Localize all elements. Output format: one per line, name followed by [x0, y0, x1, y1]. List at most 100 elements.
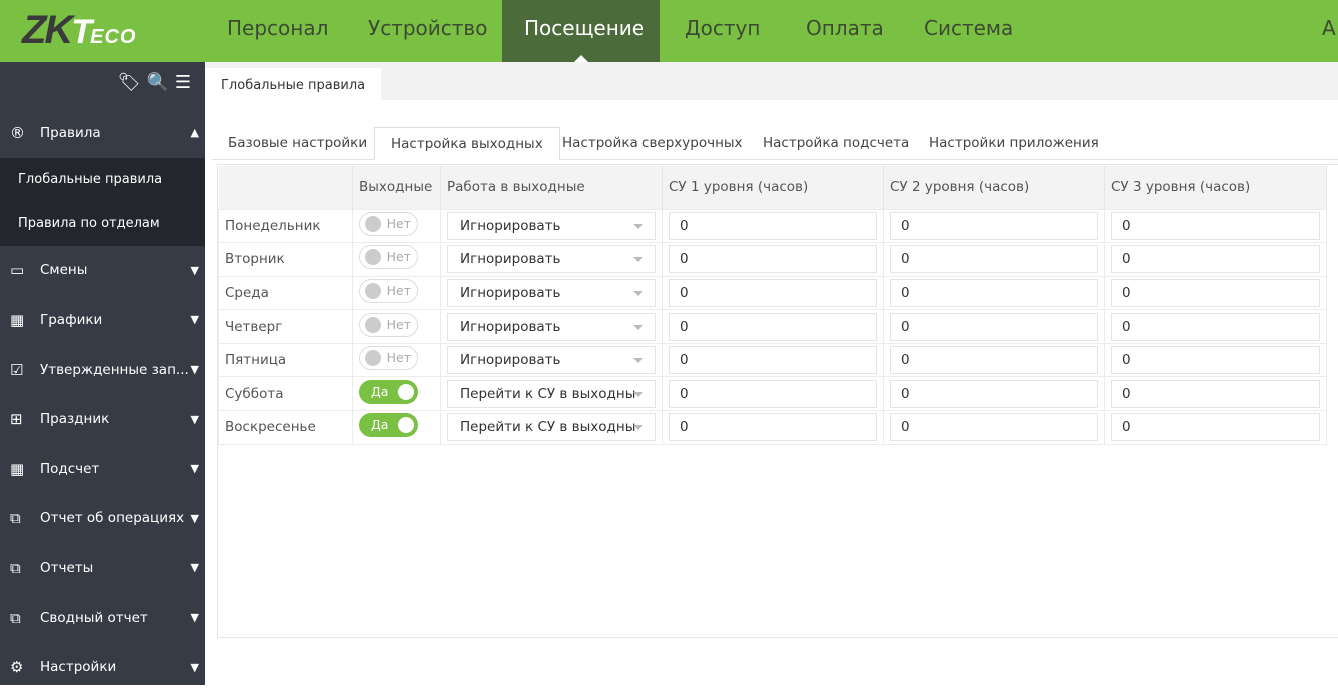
weekend-work-select[interactable]: Игнорировать	[447, 312, 656, 341]
nav-1[interactable]: Устройство	[368, 16, 488, 40]
sidebar-tools: 🏷🔍☰	[0, 62, 205, 108]
toggle-knob	[365, 249, 381, 266]
ot-level2-input[interactable]: 0	[890, 278, 1098, 307]
weekend-toggle[interactable]: Нет	[359, 312, 418, 337]
toggle-knob	[365, 282, 381, 299]
column-header: СУ 1 уровня (часов)	[662, 166, 884, 209]
sidebar-item[interactable]: ⧉ Отчет об операциях ▼	[0, 494, 205, 544]
sidebar-subitem-dept-rules[interactable]: Правила по отделам	[18, 215, 160, 231]
weekend-toggle[interactable]: Нет	[359, 211, 418, 236]
ot-level3-input[interactable]: 0	[1111, 245, 1320, 274]
ot-level2-input[interactable]: 0	[890, 379, 1098, 408]
ot-level2-input[interactable]: 0	[890, 312, 1098, 341]
sidebar-item[interactable]: ☑ Утвержденные зап... ▼	[0, 345, 205, 395]
weekend-work-select[interactable]: Игнорировать	[447, 211, 656, 240]
sidebar-item[interactable]: ⧉ Сводный отчет ▼	[0, 593, 205, 643]
day-name: Воскресенье	[218, 410, 353, 445]
ot-level1-input[interactable]: 0	[669, 379, 877, 408]
weekend-work-select[interactable]: Игнорировать	[447, 245, 656, 274]
column-header: СУ 3 уровня (часов)	[1104, 166, 1327, 209]
ot-level3-input[interactable]: 0	[1111, 346, 1320, 375]
subtab-2[interactable]: Настройка сверхурочных	[562, 135, 743, 151]
weekend-toggle[interactable]: Нет	[359, 245, 418, 270]
ot-level2-input[interactable]: 0	[890, 413, 1098, 442]
sidebar-item[interactable]: ▦ Подсчет ▼	[0, 444, 205, 494]
ot-level3-input[interactable]: 0	[1111, 312, 1320, 341]
calendar-plus-icon: ⊞	[10, 410, 23, 429]
toggle-knob	[398, 383, 414, 400]
subtab-4[interactable]: Настройки приложения	[929, 135, 1099, 151]
grid-calendar-icon: ▦	[10, 310, 25, 329]
ot-level3-input[interactable]: 0	[1111, 379, 1320, 408]
top-header: ZKTECO Персонал Устройство Посещение Доступ…	[0, 0, 1338, 62]
nav-2[interactable]: Посещение	[502, 0, 660, 62]
weekend-work-select[interactable]: Перейти к СУ в выходны	[447, 379, 656, 408]
ot-level1-input[interactable]: 0	[669, 413, 877, 442]
ot-level1-input[interactable]: 0	[669, 211, 877, 240]
toggle-label: Нет	[386, 350, 411, 366]
sidebar-section-rules[interactable]: ® Правила ▲	[0, 108, 205, 158]
sidebar-submenu: Глобальные правила Правила по отделам	[0, 157, 205, 246]
column-header	[218, 166, 353, 209]
caret-down-icon: ▼	[190, 660, 199, 674]
caret-down-icon: ▼	[190, 462, 199, 476]
ot-level3-input[interactable]: 0	[1111, 211, 1320, 240]
copy-icon: ⧉	[10, 608, 21, 627]
tags-icon[interactable]: 🏷	[117, 72, 147, 93]
subtab-0[interactable]: Базовые настройки	[228, 135, 368, 151]
sidebar-section-label: Правила	[40, 124, 101, 141]
caret-down-icon: ▼	[190, 363, 199, 377]
sidebar-item[interactable]: ⧉ Отчеты ▼	[0, 543, 205, 593]
ot-level2-input[interactable]: 0	[890, 245, 1098, 274]
ot-level2-input[interactable]: 0	[890, 211, 1098, 240]
content-panel	[217, 164, 1338, 638]
sidebar-item-label: Смены	[40, 262, 88, 279]
ot-level1-input[interactable]: 0	[669, 312, 877, 341]
sidebar-item[interactable]: ⚙ Настройки ▼	[0, 642, 205, 692]
sidebar-subitem-global-rules[interactable]: Глобальные правила	[18, 171, 163, 187]
weekend-work-select[interactable]: Игнорировать	[447, 278, 656, 307]
ot-level1-input[interactable]: 0	[669, 346, 877, 375]
user-menu[interactable]: А	[1322, 16, 1336, 40]
ot-level2-input[interactable]: 0	[890, 346, 1098, 375]
search-icon[interactable]: 🔍	[146, 72, 175, 93]
weekend-toggle[interactable]: Да	[359, 413, 418, 438]
weekend-toggle[interactable]: Нет	[359, 278, 418, 303]
nav-5[interactable]: Система	[924, 16, 1014, 40]
sidebar-item-label: Подсчет	[40, 460, 100, 477]
sidebar-item[interactable]: ▭ Смены ▼	[0, 246, 205, 296]
zkteco-logo[interactable]: ZKTECO	[22, 8, 137, 52]
gears-icon: ⚙	[10, 658, 24, 677]
nav-0[interactable]: Персонал	[227, 16, 329, 40]
caret-up-icon: ▲	[190, 126, 199, 140]
nav-4[interactable]: Оплата	[806, 16, 884, 40]
ot-level1-input[interactable]: 0	[669, 278, 877, 307]
day-name: Понедельник	[218, 208, 353, 244]
subtab-3[interactable]: Настройка подсчета	[763, 135, 910, 151]
caret-down-icon: ▼	[190, 561, 199, 575]
sidebar-item-label: Сводный отчет	[40, 609, 148, 626]
copy-icon: ⧉	[10, 558, 21, 577]
table-row: Понедельник Нет Игнорировать 0 0 0	[218, 208, 1327, 244]
day-name: Пятница	[218, 342, 353, 378]
list-icon[interactable]: ☰	[174, 72, 197, 93]
subtab-1[interactable]: Настройка выходных	[374, 127, 560, 160]
caret-down-icon: ▼	[190, 263, 199, 277]
weekend-work-select[interactable]: Перейти к СУ в выходны	[447, 413, 656, 442]
tab-global-rules[interactable]: Глобальные правила	[205, 68, 382, 100]
sidebar-item[interactable]: ▦ Графики ▼	[0, 295, 205, 345]
weekend-toggle[interactable]: Нет	[359, 346, 418, 371]
ot-level3-input[interactable]: 0	[1111, 413, 1320, 442]
toggle-knob	[365, 350, 381, 367]
sidebar-item[interactable]: ⊞ Праздник ▼	[0, 394, 205, 444]
toggle-label: Нет	[386, 316, 411, 332]
ot-level3-input[interactable]: 0	[1111, 278, 1320, 307]
weekend-toggle[interactable]: Да	[359, 379, 418, 404]
nav-3[interactable]: Доступ	[685, 16, 761, 40]
calendar-icon: ▭	[10, 261, 25, 280]
sidebar-item-label: Отчеты	[40, 559, 94, 576]
ot-level1-input[interactable]: 0	[669, 245, 877, 274]
column-header: Работа в выходные	[440, 166, 663, 209]
weekend-work-select[interactable]: Игнорировать	[447, 346, 656, 375]
toggle-knob	[398, 417, 414, 434]
